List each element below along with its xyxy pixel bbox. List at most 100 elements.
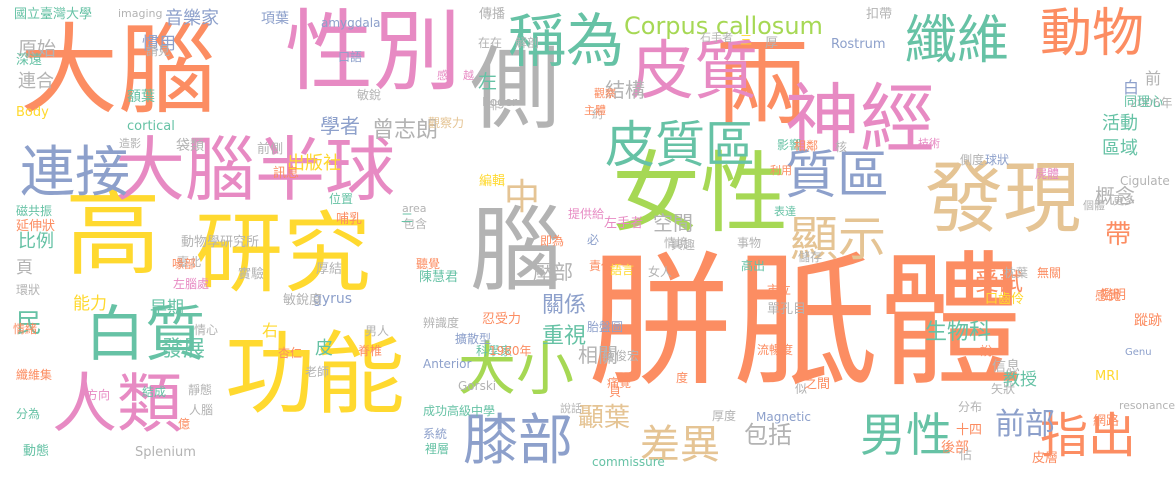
- cloud-word: Corpus callosum: [624, 12, 823, 40]
- cloud-word: 高: [65, 177, 161, 289]
- cloud-word: 影響: [777, 138, 802, 152]
- cloud-word: Anterior: [423, 357, 472, 371]
- cloud-word: 說話: [560, 402, 582, 415]
- cloud-word: 生物科: [925, 320, 992, 345]
- cloud-word: 擴散型: [455, 332, 492, 346]
- cloud-word: 男人: [365, 324, 390, 338]
- cloud-word: 包含: [403, 217, 428, 231]
- cloud-word: 側: [470, 37, 560, 142]
- cloud-word: 系統: [423, 427, 448, 441]
- cloud-word: 表達: [774, 205, 796, 218]
- cloud-word: 女性: [612, 142, 789, 245]
- cloud-word: 科學家: [476, 344, 513, 358]
- cloud-word: 大腦半球: [115, 129, 395, 211]
- cloud-word: 語言: [610, 263, 635, 277]
- cloud-word: 陳慧君: [419, 270, 459, 285]
- cloud-word: 利用: [770, 164, 792, 177]
- cloud-word: 似: [795, 382, 808, 396]
- cloud-word: 側度: [960, 153, 985, 167]
- cloud-word: 網路: [1093, 414, 1120, 429]
- cloud-word: 胎盤圖: [587, 320, 624, 334]
- cloud-word: cortical: [127, 119, 175, 134]
- cloud-word: 杏仁: [278, 346, 303, 360]
- cloud-word: 編輯: [479, 174, 506, 189]
- cloud-word: 動態: [23, 444, 50, 459]
- cloud-word: 佔: [959, 448, 973, 463]
- cloud-word: 連接: [20, 140, 131, 204]
- cloud-word: 兩: [715, 30, 811, 140]
- cloud-word: 皮質區: [605, 116, 755, 174]
- cloud-word: 觀察: [594, 87, 616, 100]
- cloud-word: 扣帶: [866, 7, 893, 22]
- cloud-word: 球狀: [985, 153, 1010, 167]
- cloud-word: 二: [401, 211, 414, 225]
- cloud-word: 厚: [765, 36, 779, 51]
- cloud-word: 大小: [458, 335, 575, 403]
- cloud-word: 頁: [16, 258, 33, 278]
- cloud-word: 項葉: [261, 11, 289, 27]
- cloud-word: 說: [980, 344, 993, 358]
- cloud-word: amygdala: [321, 16, 381, 30]
- cloud-word: 大腦: [20, 14, 217, 128]
- cloud-word: 曾志朗: [372, 118, 439, 143]
- cloud-word: 高出: [741, 259, 766, 273]
- cloud-word: 厚結: [316, 262, 343, 277]
- cloud-word: 陳俊宏: [603, 349, 640, 363]
- cloud-word: 前: [1145, 69, 1162, 88]
- cloud-word: 越: [463, 69, 474, 82]
- cloud-word: MRI: [1095, 369, 1120, 384]
- cloud-word: 忍受力: [482, 312, 522, 327]
- cloud-word: 聽覺: [416, 257, 441, 271]
- cloud-word: 情緒: [13, 322, 38, 336]
- cloud-word: 深遠: [16, 53, 43, 68]
- cloud-word: 受試: [975, 268, 1023, 296]
- cloud-word: 差異: [640, 422, 720, 468]
- cloud-word: 感: [437, 69, 448, 82]
- cloud-word: 即為: [540, 234, 565, 248]
- cloud-word: 三: [740, 33, 753, 47]
- cloud-word: 億: [178, 417, 191, 431]
- cloud-word: 壓部: [533, 260, 573, 284]
- cloud-word: 情境: [664, 236, 689, 250]
- cloud-word: 度: [676, 371, 689, 385]
- cloud-word: 請見: [146, 44, 171, 58]
- cloud-word: 胼胝體: [588, 238, 1023, 407]
- cloud-word: 情心: [194, 323, 219, 337]
- cloud-word: 後部: [941, 440, 969, 456]
- cloud-word: 早期: [150, 298, 184, 318]
- cloud-word: Roger: [482, 95, 518, 109]
- cloud-word: 市立: [767, 283, 792, 297]
- cloud-word: 在在: [478, 36, 503, 50]
- cloud-word: 額葉: [127, 89, 155, 105]
- cloud-word: 皮層: [1032, 451, 1059, 466]
- cloud-word: 相關: [578, 343, 618, 367]
- cloud-word: 十四: [956, 423, 983, 438]
- cloud-word: 纖維: [905, 11, 1010, 71]
- cloud-word: 實驗: [238, 267, 265, 282]
- cloud-word: 比例: [18, 231, 54, 252]
- cloud-word: 辨識度: [423, 316, 460, 330]
- cloud-word: 敏銳: [357, 88, 382, 102]
- cloud-word: 矢狀: [991, 382, 1016, 396]
- cloud-word: 非: [489, 99, 500, 112]
- cloud-word: 指出: [1040, 408, 1137, 464]
- cloud-word: 儲存: [798, 250, 823, 264]
- cloud-word: 白質: [85, 300, 205, 370]
- cloud-word: 動物: [1040, 4, 1145, 64]
- cloud-word: imaging: [118, 7, 163, 20]
- cloud-word: 同理心: [1124, 95, 1164, 110]
- cloud-word: 功能: [225, 322, 405, 427]
- cloud-word: 中: [504, 177, 541, 218]
- cloud-word: 帶: [1105, 220, 1132, 250]
- cloud-word: 2006年: [1130, 96, 1173, 110]
- cloud-word: 臺北: [177, 255, 202, 269]
- cloud-word: 傳播: [479, 7, 506, 22]
- cloud-word: 左手者: [604, 216, 644, 231]
- cloud-word: 屍體: [1035, 167, 1060, 181]
- cloud-word: 喙部: [172, 257, 197, 271]
- cloud-word: 之間: [804, 377, 831, 392]
- cloud-word: Magnetic: [756, 410, 811, 424]
- cloud-word: Body: [16, 105, 49, 120]
- cloud-word: 原始: [18, 38, 57, 60]
- cloud-word: 哺乳: [336, 212, 363, 227]
